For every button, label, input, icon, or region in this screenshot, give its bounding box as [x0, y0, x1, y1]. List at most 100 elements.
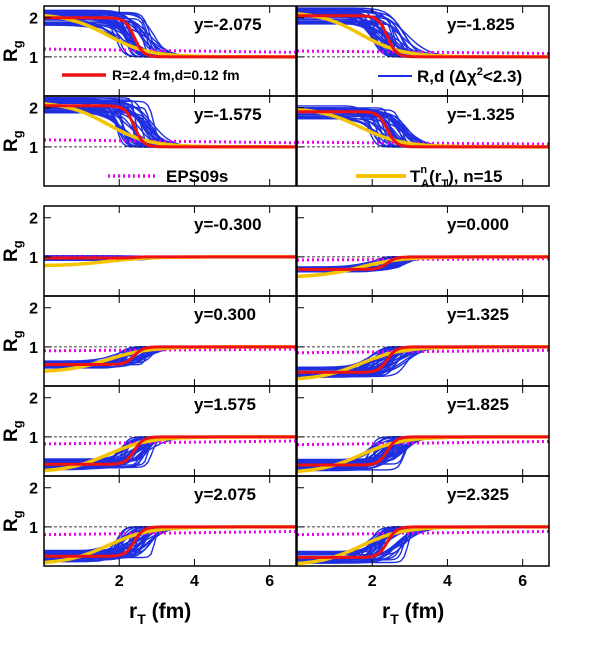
blue-band-curve: [44, 526, 296, 555]
panel-plot-area: [297, 7, 549, 59]
legend-blue-label: R,d (Δχ2<2.3): [417, 66, 522, 86]
panel-rapidity-label: y=1.325: [447, 305, 509, 324]
y-tick-label: 2: [29, 211, 38, 228]
y-axis-label: Rg: [1, 330, 25, 352]
eps09s-line: [44, 439, 296, 446]
y-axis-label: Rg: [1, 130, 25, 152]
panel-frame: [296, 95, 550, 187]
panel-rapidity-label: y=-0.300: [194, 215, 262, 234]
blue-band-curve: [297, 436, 549, 462]
panel-4: y=-1.325: [296, 95, 550, 187]
x-tick-label: 6: [518, 573, 527, 590]
blue-band-curve: [44, 526, 296, 555]
y-tick-label: 1: [29, 250, 38, 267]
panel-frame: [43, 95, 297, 187]
legend-yellow-label: Tn A(rT), n=15: [410, 164, 502, 190]
y-tick-label: 2: [29, 101, 38, 118]
red-best-fit-curve: [297, 435, 549, 467]
legend-blue-prefix: R,d (: [417, 67, 455, 86]
panel-plot-area: [44, 97, 296, 149]
x-tick-label: 6: [265, 573, 274, 590]
panel-rapidity-label: y=-2.075: [194, 15, 262, 34]
legend: R=2.4 fm,d=0.12 fm R,d (Δχ2<2.3) EPS09s Tn A…: [62, 66, 522, 190]
panel-plot-area: [44, 345, 296, 373]
legend-magenta-label: EPS09s: [166, 167, 228, 186]
eps09s-line: [44, 47, 296, 54]
panel-rapidity-label: y=2.075: [194, 485, 256, 504]
eps09s-line: [44, 529, 296, 537]
panel-rapidity-label: y=0.300: [194, 305, 256, 324]
y-axis-label-sub: g: [10, 40, 25, 48]
y-axis-label-sub: g: [10, 510, 25, 518]
y-axis-label: Rg: [1, 240, 25, 262]
y-axis-label-sub: g: [10, 130, 25, 138]
red-best-fit-curve: [297, 345, 549, 374]
legend-yellow-arg-sub: T: [441, 178, 448, 190]
panel-frame: [296, 475, 550, 567]
red-best-fit-curve: [297, 525, 549, 559]
blue-band-curve: [44, 526, 296, 553]
panel-frame: [43, 475, 297, 567]
y-tick-label: 1: [29, 430, 38, 447]
panel-2: y=-1.825: [296, 5, 550, 97]
panel-8: y=1.325: [296, 295, 550, 387]
legend-yellow-sub: A: [421, 178, 429, 190]
blue-band-curve: [44, 526, 296, 553]
blue-band-curve: [44, 526, 296, 555]
x-axis-label: rT (fm): [382, 600, 444, 627]
y-tick-label: 2: [29, 481, 38, 498]
x-axis-label: rT (fm): [129, 600, 191, 627]
y-tick-label: 1: [29, 520, 38, 537]
x-tick-label: 2: [368, 573, 377, 590]
panel-rapidity-label: y=-1.575: [194, 105, 262, 124]
panel-12: y=2.325: [296, 475, 550, 567]
y-tick-label: 2: [29, 391, 38, 408]
panel-10: y=1.825: [296, 385, 550, 477]
y-axis-label-main: R: [1, 338, 22, 352]
panel-frame: [43, 295, 297, 387]
y-axis-label-sub: g: [10, 330, 25, 338]
red-best-fit-curve: [44, 345, 296, 366]
panel-plot-area: [44, 255, 296, 268]
legend-red-label: R=2.4 fm,d=0.12 fm: [112, 67, 240, 83]
eps09s-line: [297, 49, 549, 55]
panel-frame: [296, 205, 550, 297]
blue-band-curve: [44, 526, 296, 554]
eps09s-line: [297, 439, 549, 447]
red-best-fit-curve: [297, 110, 549, 149]
red-best-fit-curve: [44, 104, 296, 149]
blue-band-curve: [44, 526, 296, 554]
y-axis-label-main: R: [1, 518, 22, 532]
legend-yellow-suffix: ), n=15: [448, 167, 502, 186]
blue-band-curve: [297, 436, 549, 462]
panel-plot-area: [44, 435, 296, 473]
panel-rapidity-label: y=1.575: [194, 395, 256, 414]
blue-band-curve: [44, 526, 296, 555]
panel-plot-area: [297, 105, 549, 149]
y-axis-label-main: R: [1, 428, 22, 442]
y-axis-label-main: R: [1, 248, 22, 262]
blue-band-curve: [44, 526, 296, 555]
x-axis-label-sub: T: [390, 611, 399, 627]
blue-band-curve: [297, 436, 549, 461]
y-axis-label: Rg: [1, 510, 25, 532]
x-axis-label-sub: T: [137, 611, 146, 627]
y-axis-label: Rg: [1, 40, 25, 62]
red-best-fit-curve: [44, 255, 296, 260]
panel-plot-area: [44, 9, 296, 59]
blue-band-curve: [297, 436, 549, 461]
panel-rapidity-label: y=0.000: [447, 215, 509, 234]
red-best-fit-curve: [297, 14, 549, 59]
red-best-fit-curve: [297, 255, 549, 271]
panel-rapidity-label: y=-1.825: [447, 15, 515, 34]
panel-rapidity-label: y=-1.325: [447, 105, 515, 124]
panel-rapidity-label: y=1.825: [447, 395, 509, 414]
y-tick-label: 2: [29, 301, 38, 318]
panel-plot-area: [297, 525, 549, 566]
eps09s-line: [297, 140, 549, 146]
